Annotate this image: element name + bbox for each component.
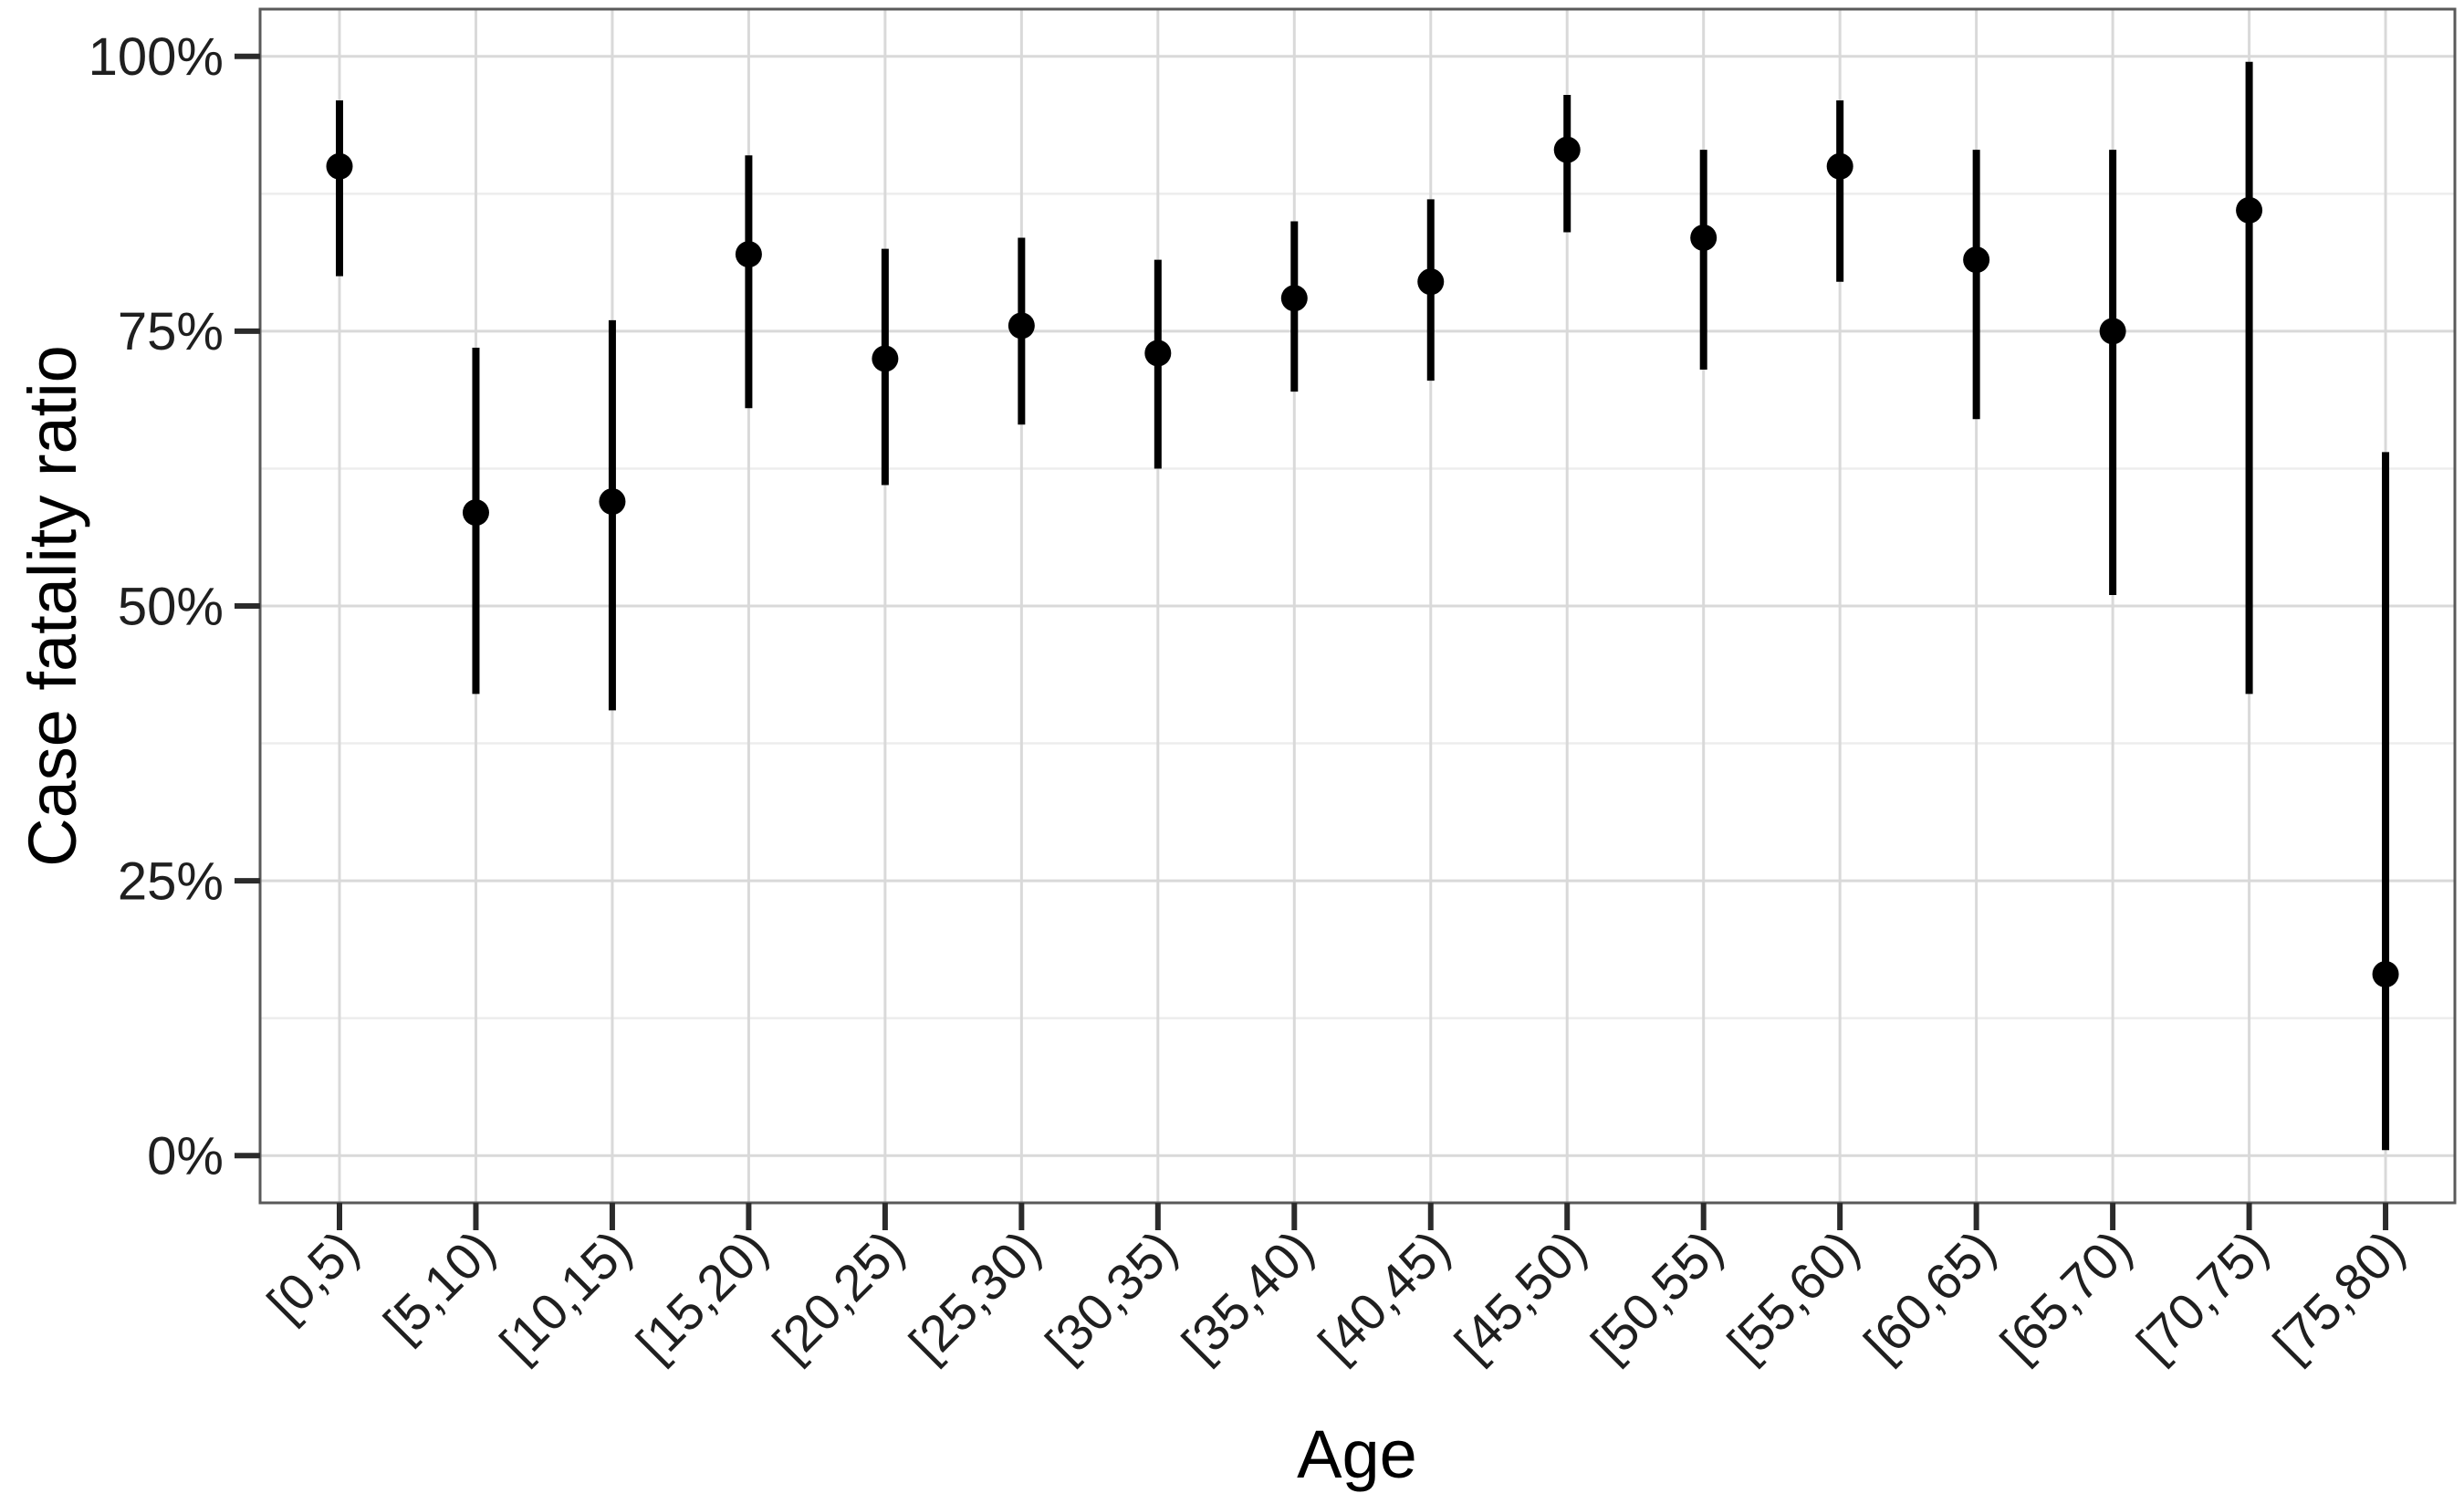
x-tick-label: [75,80) bbox=[2262, 1219, 2416, 1373]
x-tick-label: [30,35) bbox=[1034, 1219, 1187, 1373]
x-tick-label: [0,5) bbox=[256, 1219, 370, 1332]
y-tick-label: 75% bbox=[118, 302, 224, 361]
x-tick-label: [60,65) bbox=[1853, 1219, 2006, 1373]
x-tick-label: [15,20) bbox=[625, 1219, 778, 1373]
point-estimate-dot bbox=[735, 241, 762, 268]
point-estimate-dot bbox=[1280, 285, 1308, 312]
y-tick-label: 100% bbox=[89, 27, 224, 87]
x-tick-label: [50,55) bbox=[1580, 1219, 1733, 1373]
point-estimate-dot bbox=[1553, 136, 1581, 163]
point-estimate-dot bbox=[462, 499, 489, 527]
point-estimate-dot bbox=[872, 345, 899, 372]
y-axis-title: Case fatality ratio bbox=[15, 345, 91, 867]
x-tick-label: [40,45) bbox=[1307, 1219, 1460, 1373]
y-tick-label: 50% bbox=[118, 577, 224, 636]
x-axis-title: Age bbox=[1297, 1416, 1417, 1492]
x-tick-label: [5,10) bbox=[372, 1219, 506, 1353]
x-tick-label: [45,50) bbox=[1444, 1219, 1597, 1373]
x-tick-label: [65,70) bbox=[1989, 1219, 2143, 1373]
point-estimate-dot bbox=[1690, 225, 1717, 252]
point-estimate-dot bbox=[2099, 318, 2126, 345]
point-estimate-dot bbox=[2236, 196, 2263, 224]
point-estimate-dot bbox=[599, 488, 626, 516]
point-estimate-dot bbox=[1144, 339, 1172, 367]
point-estimate-dot bbox=[326, 152, 353, 180]
x-tick-label: [20,25) bbox=[762, 1219, 915, 1373]
point-estimate-dot bbox=[1963, 246, 1990, 274]
point-estimate-dot bbox=[1826, 152, 1853, 180]
x-tick-label: [10,15) bbox=[489, 1219, 642, 1373]
y-tick-label: 25% bbox=[118, 851, 224, 911]
point-estimate-dot bbox=[1417, 268, 1445, 296]
x-tick-label: [25,30) bbox=[898, 1219, 1051, 1373]
x-tick-label: [70,75) bbox=[2125, 1219, 2279, 1373]
x-tick-label: [55,60) bbox=[1717, 1219, 1870, 1373]
y-tick-label: 0% bbox=[147, 1127, 224, 1186]
x-tick-label: [35,40) bbox=[1171, 1219, 1324, 1373]
point-estimate-dot bbox=[1008, 312, 1035, 339]
point-estimate-dot bbox=[2372, 960, 2399, 987]
